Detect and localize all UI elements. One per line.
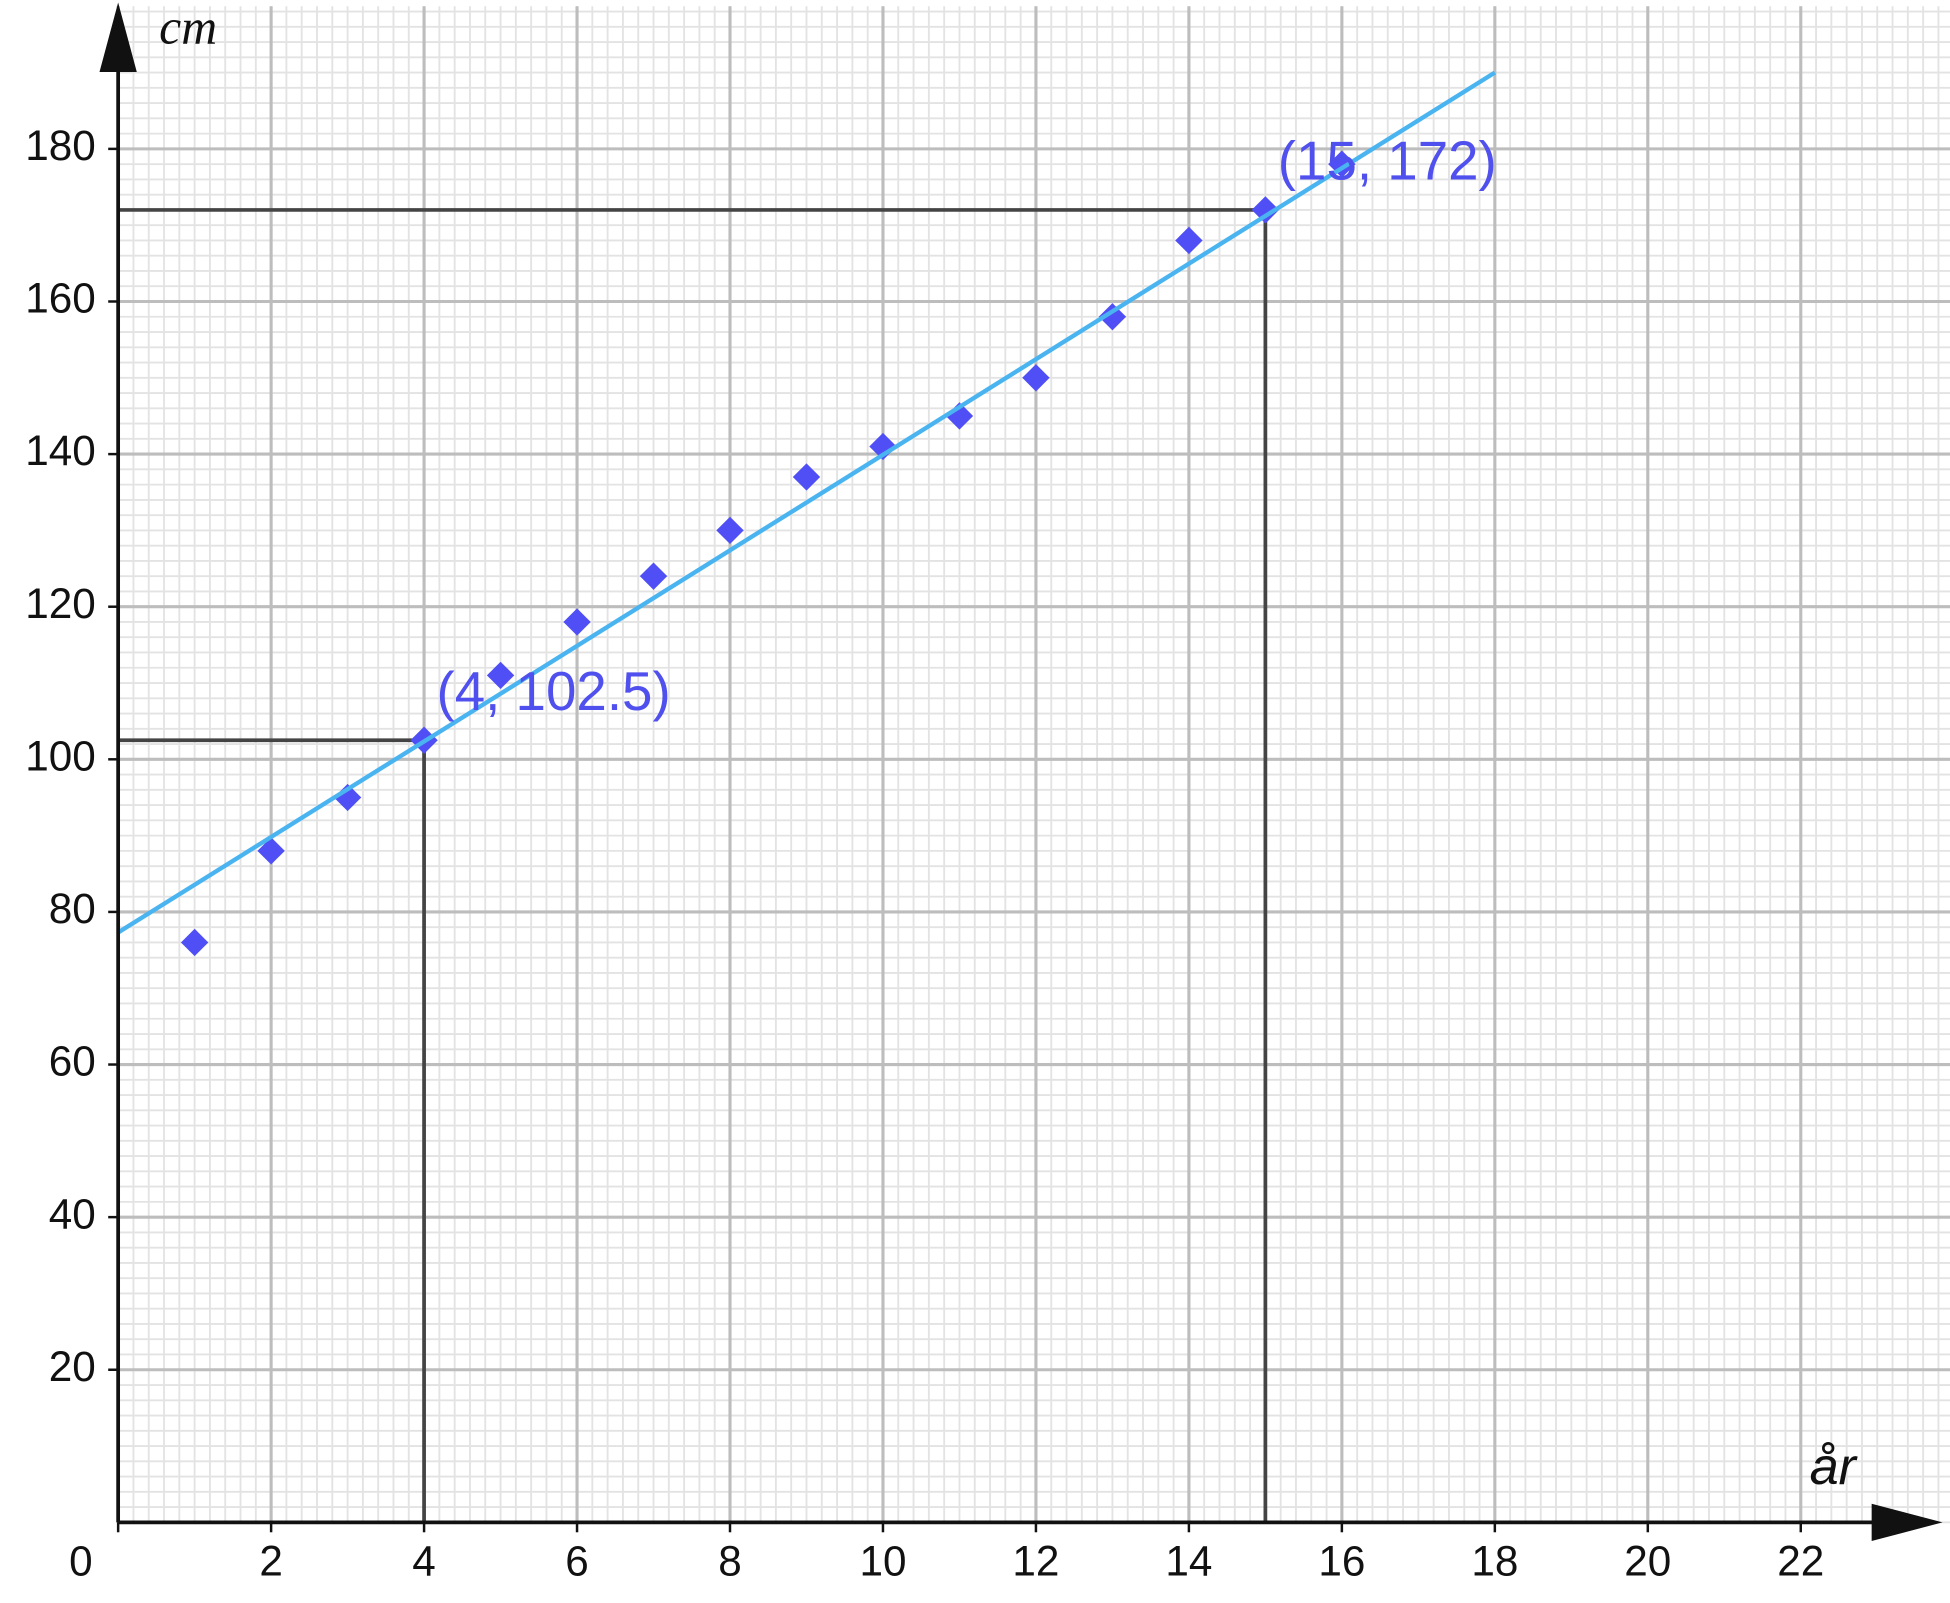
x-tick-label: 0 [69, 1538, 93, 1585]
x-tick-label: 20 [1624, 1538, 1671, 1585]
annotation: (4, 102.5) [437, 661, 671, 722]
point [563, 608, 591, 636]
x-tick-label: 10 [859, 1538, 906, 1585]
y-tick-label: 140 [25, 427, 96, 474]
point [639, 562, 668, 590]
y-tick-label: 20 [49, 1343, 96, 1390]
trend-line [116, 70, 1496, 935]
point [1175, 226, 1203, 255]
point [257, 837, 285, 865]
x-tick-label: 12 [1012, 1538, 1059, 1585]
y-tick-label: 100 [25, 733, 96, 780]
plot [116, 70, 1496, 1523]
point [716, 516, 744, 545]
grid [116, 6, 1950, 1524]
annotation: (15, 172) [1278, 131, 1497, 192]
point [792, 463, 821, 491]
y-tick-label: 60 [49, 1038, 96, 1085]
x-axis-arrow [1871, 1503, 1943, 1541]
y-tick-label: 40 [49, 1190, 96, 1237]
x-tick-label: 16 [1318, 1538, 1365, 1585]
x-tick-label: 6 [565, 1538, 589, 1585]
y-tick-label: 160 [25, 275, 96, 322]
y-tick-label: 80 [49, 885, 96, 932]
x-axis-label: år [1809, 1438, 1858, 1496]
x-tick-label: 18 [1471, 1538, 1518, 1585]
x-tick-label: 4 [412, 1538, 436, 1585]
x-tick-label: 22 [1777, 1538, 1824, 1585]
y-tick-label: 180 [25, 122, 96, 169]
x-tick-label: 2 [259, 1538, 283, 1585]
point [869, 432, 897, 461]
y-tick-label: 120 [25, 580, 96, 627]
x-tick-label: 14 [1165, 1538, 1212, 1585]
point [1022, 364, 1050, 392]
y-axis-arrow [99, 2, 137, 72]
x-tick-label: 8 [718, 1538, 742, 1585]
point [180, 928, 209, 957]
y-axis-label: cm [159, 0, 217, 55]
point [333, 783, 362, 812]
